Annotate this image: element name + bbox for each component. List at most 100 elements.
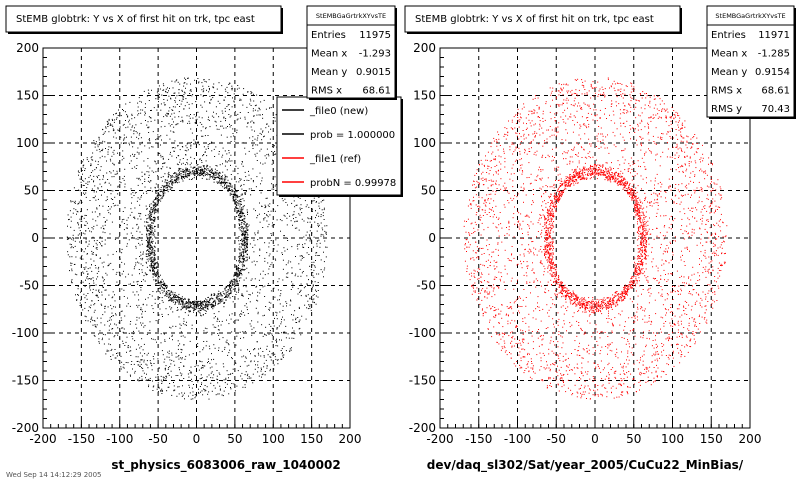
data-point: [191, 372, 192, 374]
data-point: [113, 306, 115, 308]
data-point: [594, 175, 596, 177]
data-point: [84, 302, 86, 304]
data-point: [96, 295, 98, 297]
data-point: [198, 82, 200, 84]
data-point: [237, 113, 239, 115]
data-point: [139, 198, 141, 200]
data-point: [95, 199, 97, 201]
data-point: [152, 208, 154, 210]
data-point: [201, 161, 203, 163]
data-point: [194, 171, 196, 172]
data-point: [309, 304, 311, 306]
data-point: [190, 147, 192, 149]
data-point: [191, 378, 192, 380]
data-point: [216, 378, 218, 380]
data-point: [243, 259, 245, 261]
data-point: [187, 302, 189, 304]
data-point: [236, 119, 238, 121]
data-point: [189, 306, 191, 308]
data-point: [174, 294, 176, 296]
data-point: [198, 305, 200, 307]
data-point: [150, 226, 151, 228]
data-point: [203, 146, 205, 148]
data-point: [256, 176, 258, 178]
data-point: [210, 171, 212, 173]
data-point: [200, 378, 202, 379]
data-point: [242, 264, 244, 266]
data-point: [149, 204, 151, 206]
data-point: [203, 347, 205, 349]
data-point: [108, 119, 110, 121]
data-point: [108, 338, 110, 340]
data-point: [179, 298, 181, 300]
data-point: [98, 175, 100, 176]
data-point: [231, 357, 232, 359]
data-point: [271, 234, 272, 236]
data-point: [146, 218, 148, 220]
data-point: [192, 398, 194, 400]
data-point: [243, 212, 245, 214]
data-point: [283, 247, 285, 249]
data-point: [117, 152, 118, 154]
data-point: [99, 242, 101, 243]
data-point: [151, 229, 153, 231]
data-point: [223, 181, 225, 183]
data-point: [240, 198, 242, 200]
data-point: [198, 304, 200, 306]
data-point: [234, 111, 236, 113]
data-point: [251, 320, 253, 322]
data-point: [313, 294, 315, 295]
data-point: [216, 177, 218, 179]
data-point: [280, 350, 282, 351]
data-point: [151, 190, 153, 192]
data-point: [148, 139, 150, 141]
data-point: [266, 348, 268, 350]
data-point: [78, 227, 80, 229]
data-point: [95, 247, 97, 249]
data-point: [218, 393, 220, 395]
data-point: [223, 390, 225, 392]
data-point: [194, 141, 196, 143]
data-point: [280, 358, 282, 360]
data-point: [154, 160, 156, 162]
data-point: [243, 254, 245, 256]
data-point: [301, 315, 303, 317]
data-point: [232, 200, 234, 202]
data-point: [92, 197, 94, 199]
data-point: [190, 166, 192, 168]
data-point: [584, 305, 585, 307]
data-point: [244, 242, 246, 244]
data-point: [200, 104, 202, 106]
data-point: [195, 306, 197, 308]
data-point: [154, 273, 156, 275]
data-point: [139, 204, 141, 206]
data-point: [179, 174, 180, 176]
data-point: [204, 80, 206, 82]
data-point: [202, 95, 204, 97]
data-point: [315, 201, 317, 203]
data-point: [294, 275, 296, 277]
data-point: [79, 190, 81, 192]
data-point: [234, 188, 236, 189]
data-point: [565, 178, 567, 179]
data-point: [81, 220, 83, 222]
data-point: [238, 256, 240, 258]
data-point: [146, 360, 148, 362]
data-point: [250, 353, 251, 355]
data-point: [176, 79, 178, 81]
data-point: [115, 273, 117, 275]
data-point: [242, 226, 244, 228]
data-point: [136, 132, 138, 134]
data-point: [230, 174, 232, 175]
data-point: [110, 356, 112, 357]
data-point: [205, 127, 207, 129]
data-point: [287, 240, 289, 241]
data-point: [261, 368, 262, 370]
data-point: [107, 149, 109, 151]
data-point: [166, 113, 168, 115]
data-point: [156, 271, 158, 273]
data-point: [220, 292, 222, 294]
data-point: [223, 178, 225, 180]
data-point: [147, 221, 149, 223]
data-point: [203, 170, 205, 172]
